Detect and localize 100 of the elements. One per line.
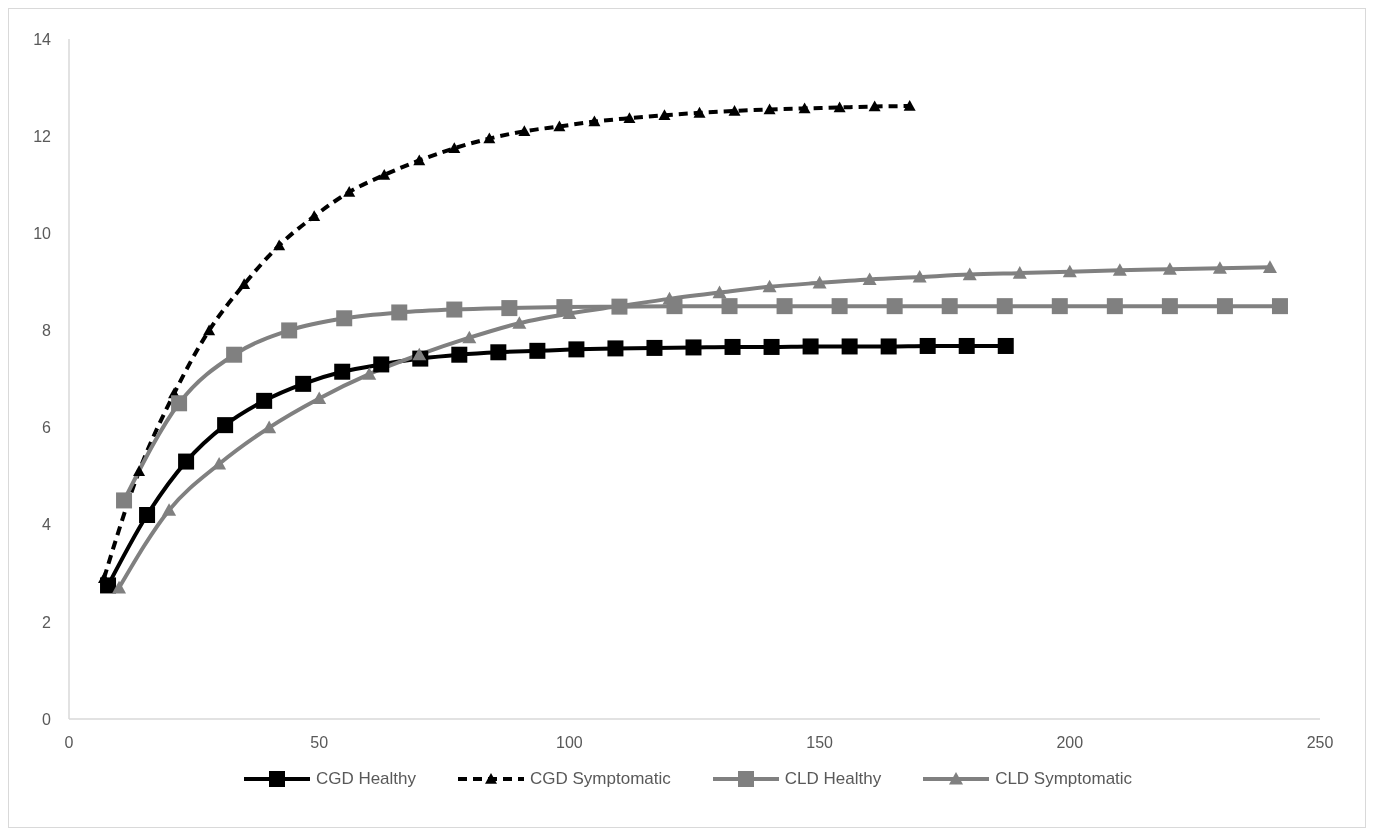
point [693,106,706,118]
point [685,339,702,356]
x-tick-label: 200 [1056,734,1084,752]
y-tick-label: 10 [33,224,52,242]
point [501,300,518,317]
point [116,492,133,509]
point [658,109,671,121]
legend-label: CLD Healthy [784,769,882,789]
point [217,417,234,434]
x-tick-label: 0 [64,734,74,752]
point [776,298,793,315]
point [226,346,243,363]
point [1062,264,1077,278]
point [724,338,741,355]
point [1112,263,1127,276]
y-tick-label: 0 [42,710,52,728]
point [721,298,738,315]
point [728,104,741,116]
point [238,278,251,290]
y-tick-label: 6 [42,419,52,437]
x-tick-label: 50 [310,734,329,752]
point [912,270,927,283]
point [412,347,427,361]
point [798,102,811,114]
point [483,132,496,144]
point [646,339,663,356]
point [133,465,146,477]
point [1212,261,1227,274]
point [763,103,776,115]
point [171,395,188,412]
point [362,367,377,380]
point [868,100,881,112]
point [336,310,353,327]
point [413,154,426,166]
point [295,375,312,392]
point [262,420,277,434]
point [373,356,390,373]
point [763,338,780,355]
point [962,267,977,281]
point [212,457,227,470]
point [308,210,321,222]
point [1216,298,1233,315]
point [623,112,636,123]
x-tick-label: 250 [1306,734,1334,752]
point [312,391,327,405]
point [518,125,531,137]
point [880,338,897,355]
point [112,580,127,594]
point [446,301,463,318]
y-tick-label: 4 [42,516,52,534]
x-tick-label: 100 [556,734,583,752]
y-tick-label: 12 [33,127,52,145]
x-tick-label: 150 [806,734,834,752]
point [588,115,601,127]
point [203,324,216,336]
point [919,337,936,354]
point [886,298,903,315]
point [802,338,819,355]
point [831,298,848,315]
point [178,453,195,470]
point [941,298,958,315]
point [1271,298,1288,315]
point [139,507,156,523]
point [343,186,356,197]
point [281,322,298,339]
point [841,338,858,355]
point [451,346,468,363]
point [833,101,846,113]
legend-label: CGD Symptomatic [530,769,671,789]
point [762,279,777,293]
point [448,142,461,154]
point [1106,298,1123,315]
point [256,392,273,409]
y-tick-label: 8 [42,322,52,340]
point [862,272,877,286]
point [1162,262,1177,275]
point [712,285,727,299]
point [812,275,827,289]
point [1262,260,1277,273]
point [903,100,916,111]
point [391,304,408,321]
point [1161,298,1178,315]
point [162,503,177,516]
point [1012,266,1027,279]
y-tick-label: 14 [33,30,52,48]
y-tick-label: 2 [42,613,52,631]
legend-label: CLD Symptomatic [995,769,1133,789]
point [273,239,286,251]
point [462,330,477,344]
point [568,341,585,358]
point [997,337,1014,354]
point [607,340,624,357]
point [1051,298,1068,315]
point [529,342,546,359]
point [553,120,566,132]
point [490,344,507,361]
point [996,298,1013,315]
point [958,337,975,354]
point [378,169,391,180]
point [512,316,527,329]
